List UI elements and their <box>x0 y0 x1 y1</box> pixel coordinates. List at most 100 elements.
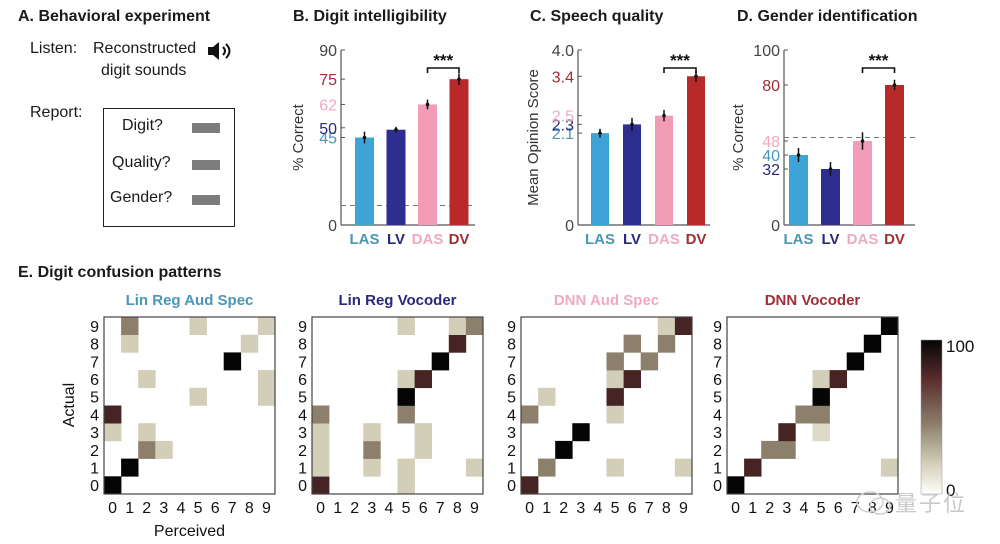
heatmap-x-tick: 4 <box>593 500 602 517</box>
heatmap-cell <box>363 458 381 477</box>
speaker-icon <box>208 42 231 60</box>
heatmap-frame <box>520 316 693 495</box>
heatmap-cell <box>414 440 432 459</box>
heatmap-cell <box>657 334 676 353</box>
heatmap-x-tick: 5 <box>611 500 620 517</box>
y-tick-label: 0 <box>565 218 574 235</box>
heatmap-y-tick: 8 <box>507 337 516 354</box>
heatmap-cell <box>138 440 156 459</box>
heatmap-cell <box>744 458 762 477</box>
heatmap-x-tick: 9 <box>679 500 688 517</box>
bar-dv <box>449 79 469 225</box>
heatmap-cell <box>674 458 693 477</box>
bar-dv <box>687 76 705 225</box>
heatmap-y-tick: 3 <box>90 425 99 442</box>
heatmap-cell <box>397 458 415 477</box>
watermark-logo-icon-2 <box>869 497 891 515</box>
y-tick-label: 2.3 <box>552 117 574 134</box>
heatmap-title: DNN Vocoder <box>765 292 861 309</box>
mean-marker-dv <box>892 83 897 87</box>
heatmap-cell <box>414 370 432 389</box>
heatmap-cell <box>257 387 276 406</box>
heatmap-x-tick: 7 <box>645 500 654 517</box>
x-tick-label-das: DAS <box>412 231 444 248</box>
heatmap-cell <box>812 423 830 442</box>
heatmap-title: DNN Aud Spec <box>554 292 659 309</box>
heatmap-y-tick: 9 <box>507 319 516 336</box>
heatmap-x-tick: 8 <box>453 500 462 517</box>
colorbar-min-label: 0 <box>946 481 955 500</box>
y-tick-label: 80 <box>762 78 780 95</box>
heatmap-cell <box>674 317 693 335</box>
significance-bracket <box>663 67 697 73</box>
heatmap-y-tick: 4 <box>298 407 307 424</box>
report-item-digit-slot[interactable] <box>192 123 220 133</box>
mean-marker-las <box>598 131 602 135</box>
heatmap-cell <box>640 352 659 371</box>
y-tick-label: 75 <box>319 72 337 89</box>
report-item-gender-slot[interactable] <box>192 195 220 205</box>
heatmap-x-tick: 4 <box>799 500 808 517</box>
heatmap-y-tick: 7 <box>298 354 307 371</box>
mean-marker-lv <box>630 122 634 127</box>
heatmap-cell <box>829 370 847 389</box>
heatmap-title: Lin Reg Aud Spec <box>126 292 254 309</box>
heatmap-cell <box>538 387 556 406</box>
y-tick-label: 90 <box>319 43 337 60</box>
heatmap-y-tick: 2 <box>298 443 307 460</box>
heatmap-cell <box>397 476 415 495</box>
heatmap-cell <box>555 440 573 459</box>
bar-lv <box>386 129 406 225</box>
heatmap-y-tick: 9 <box>713 319 722 336</box>
heatmap-cell <box>727 476 745 495</box>
heatmap-cell <box>312 458 330 477</box>
y-tick-label: 62 <box>319 97 337 114</box>
heatmap-cell <box>538 458 556 477</box>
heatmap-y-tick: 9 <box>90 319 99 336</box>
heatmap-cell <box>465 458 484 477</box>
heatmap-cell <box>397 387 415 406</box>
heatmap-y-tick: 6 <box>298 372 307 389</box>
heatmap-x-tick: 9 <box>262 500 271 517</box>
heatmap-y-label: Actual <box>61 383 78 427</box>
heatmap-y-tick: 4 <box>90 407 99 424</box>
heatmap-cell <box>448 334 467 353</box>
heatmap-y-tick: 3 <box>713 425 722 442</box>
significance-bracket <box>426 67 460 73</box>
bar-chart-speech-quality: Mean Opinion Score 0 2.12.32.5 3.4 4.0 LAS LV D… <box>525 43 710 248</box>
heatmap-frame <box>311 316 484 495</box>
heatmap-cell <box>863 334 882 353</box>
heatmap-cell <box>778 423 796 442</box>
heatmap-x-tick: 5 <box>194 500 203 517</box>
significance-label: *** <box>869 51 889 70</box>
bar-las <box>789 155 808 225</box>
heatmap-y-tick: 6 <box>507 372 516 389</box>
y-tick-label: 0 <box>771 218 780 235</box>
heatmap-cell <box>606 370 624 389</box>
panel-d-title: D. Gender identification <box>737 8 918 25</box>
heatmap-y-tick: 8 <box>713 337 722 354</box>
mean-marker-dv <box>457 77 461 81</box>
report-item-quality-slot[interactable] <box>192 160 220 170</box>
heatmap-x-tick: 6 <box>419 500 428 517</box>
heatmap-y-tick: 2 <box>90 443 99 460</box>
heatmap-cell <box>121 334 139 353</box>
heatmap-y-tick: 1 <box>298 460 307 477</box>
listen-label: Listen: <box>30 40 78 57</box>
report-box: Digit? Quality? Gender? <box>103 108 235 227</box>
heatmap-cell <box>312 405 330 424</box>
heatmap-cell <box>363 423 381 442</box>
heatmap-x-tick: 0 <box>731 500 740 517</box>
heatmap-cell <box>431 352 450 371</box>
y-axis-label: % Correct <box>290 103 307 171</box>
significance-label: *** <box>670 51 690 70</box>
y-axis-label: % Correct <box>730 103 747 171</box>
heatmap-cell <box>155 440 173 459</box>
x-tick-label-lv: LV <box>821 231 839 248</box>
y-tick-label: 48 <box>762 134 780 151</box>
heatmap-cell <box>812 370 830 389</box>
heatmap-cell <box>312 440 330 459</box>
